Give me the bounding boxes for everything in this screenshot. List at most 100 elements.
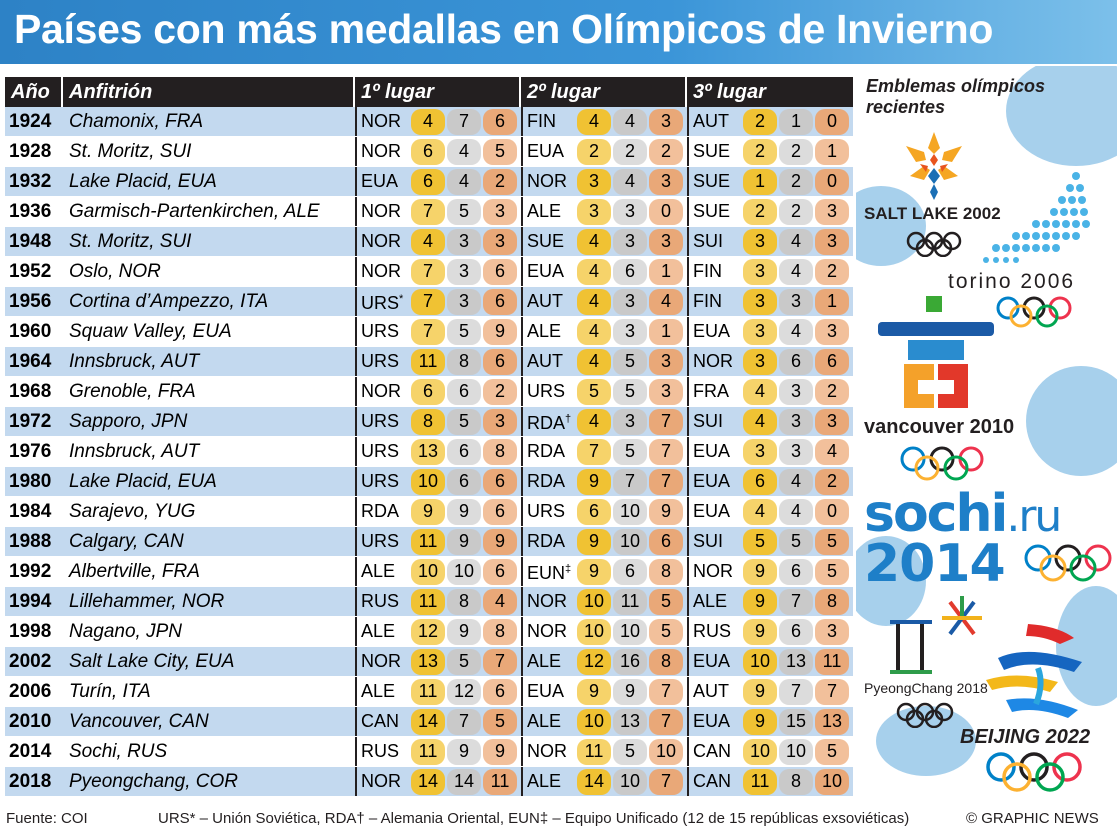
bronze-count: 4	[815, 438, 849, 465]
country-code: NOR	[357, 107, 411, 136]
country-code-text: FRA	[693, 381, 729, 401]
year-cell: 2018	[9, 771, 52, 792]
second-place-cell: RDA 9 7 7	[521, 467, 687, 496]
country-code-text: NOR	[527, 621, 567, 641]
first-place-cell: URS 11 9 9	[355, 527, 521, 556]
country-code-text: ALE	[527, 711, 562, 731]
country-code-text: URS	[361, 471, 400, 491]
gold-count: 3	[743, 318, 777, 345]
year-cell: 1976	[9, 441, 52, 462]
silver-count: 6	[447, 468, 481, 495]
table-row: 2018 Pyeongchang, COR NOR 14 14 11 ALE 14 10 7 CAN…	[5, 767, 853, 797]
third-place-cell: EUA 4 4 0	[687, 497, 853, 526]
gold-count: 9	[743, 678, 777, 705]
bronze-count: 10	[815, 768, 849, 795]
country-code-text: SUE	[693, 201, 731, 221]
silver-count: 9	[447, 498, 481, 525]
year-cell: 1960	[9, 321, 52, 342]
bronze-count: 9	[483, 738, 517, 765]
country-code: SUI	[689, 527, 743, 556]
third-place-cell: EUA 3 3 4	[687, 437, 853, 466]
host-cell: Turín, ITA	[69, 681, 151, 702]
silver-count: 3	[779, 378, 813, 405]
page-title: Países con más medallas en Olímpicos de …	[14, 6, 994, 52]
gold-count: 10	[577, 708, 611, 735]
table-body: 1924 Chamonix, FRA NOR 4 7 6 FIN 4 4 3 AUT 2 1 0 1928 S…	[5, 107, 853, 797]
country-code: SUI	[689, 227, 743, 256]
third-place-cell: SUI 3 4 3	[687, 227, 853, 256]
silver-count: 5	[447, 198, 481, 225]
second-place-cell: AUT 4 5 3	[521, 347, 687, 376]
first-place-cell: URS 8 5 3	[355, 407, 521, 436]
gold-count: 4	[577, 108, 611, 135]
bronze-count: 5	[649, 588, 683, 615]
table-row: 1968 Grenoble, FRA NOR 6 6 2 URS 5 5 3 FRA 4 3 2	[5, 377, 853, 407]
host-cell: Sochi, RUS	[69, 741, 168, 762]
table-row: 1924 Chamonix, FRA NOR 4 7 6 FIN 4 4 3 AUT 2 1 0	[5, 107, 853, 137]
country-code-text: RDA	[361, 501, 400, 521]
country-code-text: ALE	[527, 651, 562, 671]
bronze-count: 5	[483, 138, 517, 165]
second-place-cell: ALE 14 10 7	[521, 767, 687, 796]
silver-count: 6	[447, 438, 481, 465]
bronze-count: 3	[815, 408, 849, 435]
bronze-count: 3	[649, 378, 683, 405]
country-code: RDA	[523, 437, 577, 466]
gold-count: 4	[577, 228, 611, 255]
second-place-cell: FIN 4 4 3	[521, 107, 687, 136]
country-code-text: RDA	[527, 441, 566, 461]
country-code: NOR	[523, 617, 577, 646]
third-place-cell: EUA 10 13 11	[687, 647, 853, 676]
country-code: AUT	[689, 677, 743, 706]
first-place-cell: ALE 12 9 8	[355, 617, 521, 646]
country-code-text: AUT	[527, 291, 563, 311]
bronze-count: 3	[649, 168, 683, 195]
country-code: EUA	[523, 677, 577, 706]
second-place-cell: URS 6 10 9	[521, 497, 687, 526]
table-row: 1960 Squaw Valley, EUA URS 7 5 9 ALE 4 3 1 EUA 3 4 3	[5, 317, 853, 347]
bronze-count: 3	[815, 618, 849, 645]
country-code: EUA	[689, 437, 743, 466]
gold-count: 4	[411, 108, 445, 135]
year-cell: 1998	[9, 621, 52, 642]
country-code-text: SUI	[693, 231, 724, 251]
bronze-count: 3	[649, 108, 683, 135]
bronze-count: 5	[815, 528, 849, 555]
olympic-rings-icon	[906, 231, 962, 257]
host-cell: Calgary, CAN	[69, 531, 184, 552]
first-place-cell: URS 11 8 6	[355, 347, 521, 376]
country-code-text: ALE	[361, 621, 396, 641]
table-row: 1928 St. Moritz, SUI NOR 6 4 5 EUA 2 2 2 SUE 2 2 1	[5, 137, 853, 167]
year-cell: 2002	[9, 651, 52, 672]
country-code: FIN	[689, 287, 743, 316]
third-place-cell: AUT 9 7 7	[687, 677, 853, 706]
host-cell: Oslo, NOR	[69, 261, 161, 282]
country-code: SUI	[689, 407, 743, 436]
silver-count: 6	[613, 558, 647, 585]
third-place-cell: EUA 6 4 2	[687, 467, 853, 496]
table-row: 2006 Turín, ITA ALE 11 12 6 EUA 9 9 7 AUT 9 7 7	[5, 677, 853, 707]
country-code: URS*	[357, 285, 411, 318]
country-code: NOR	[357, 257, 411, 286]
bronze-count: 3	[483, 228, 517, 255]
silver-count: 3	[447, 288, 481, 315]
bronze-count: 8	[815, 588, 849, 615]
silver-count: 5	[613, 738, 647, 765]
bronze-count: 7	[649, 408, 683, 435]
country-code-text: NOR	[693, 351, 733, 371]
gold-count: 11	[411, 528, 445, 555]
host-cell: Nagano, JPN	[69, 621, 183, 642]
country-code: ALE	[357, 677, 411, 706]
year-cell: 1928	[9, 141, 52, 162]
second-place-cell: RDA† 4 3 7	[521, 407, 687, 436]
second-place-cell: EUN‡ 9 6 8	[521, 557, 687, 586]
country-code: NOR	[357, 377, 411, 406]
silver-count: 6	[613, 258, 647, 285]
gold-count: 4	[577, 318, 611, 345]
first-place-cell: URS 7 5 9	[355, 317, 521, 346]
bronze-count: 6	[483, 558, 517, 585]
first-place-cell: NOR 6 4 5	[355, 137, 521, 166]
gold-count: 3	[743, 228, 777, 255]
country-code-text: EUA	[693, 471, 731, 491]
host-cell: Chamonix, FRA	[69, 111, 204, 132]
